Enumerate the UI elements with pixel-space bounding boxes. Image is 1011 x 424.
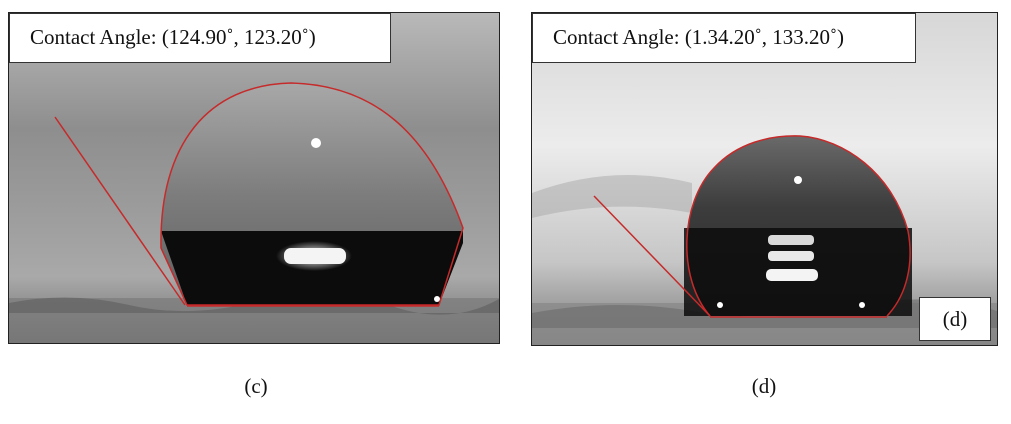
figure-caption-d: (d) <box>751 374 777 398</box>
figure-caption-c: (c) <box>244 374 268 398</box>
contact-angle-text-d: Contact Angle: (1.34.20˚, 133.20˚) <box>553 25 845 49</box>
droplet-image-d <box>532 13 997 345</box>
droplet-image-c <box>9 13 499 343</box>
droplet-photo-d: Contact Angle: (1.34.20˚, 133.20˚) (d) <box>531 12 998 346</box>
contact-angle-text-c: Contact Angle: (124.90˚, 123.20˚) <box>30 25 316 49</box>
panel-inset-label-d: (d) <box>919 297 991 341</box>
contact-angle-label-c: Contact Angle: (124.90˚, 123.20˚) <box>9 13 391 63</box>
contact-angle-label-d: Contact Angle: (1.34.20˚, 133.20˚) <box>532 13 916 63</box>
droplet-photo-c: Contact Angle: (124.90˚, 123.20˚) <box>8 12 500 344</box>
